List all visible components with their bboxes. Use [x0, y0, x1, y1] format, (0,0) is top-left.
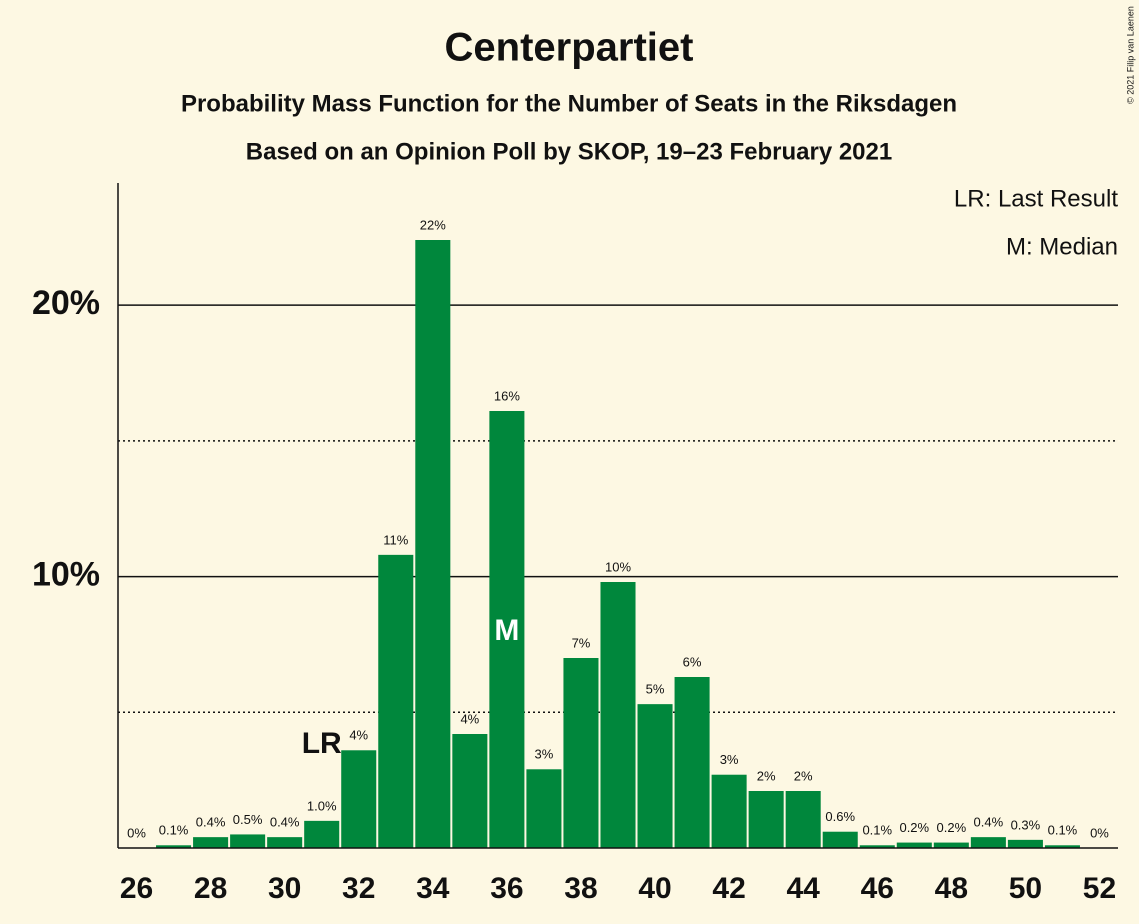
bar: [637, 704, 673, 848]
y-tick-label: 10%: [32, 556, 100, 594]
value-label: 0.4%: [196, 815, 226, 830]
value-label: 2%: [757, 768, 776, 783]
value-label: 3%: [535, 747, 554, 762]
bar: [230, 834, 266, 848]
x-tick-label: 42: [712, 872, 745, 905]
bar: [600, 582, 636, 848]
value-label: 0%: [127, 825, 146, 840]
annotation: LR: [302, 727, 342, 760]
chart-title: Centerpartiet: [445, 26, 694, 70]
value-label: 11%: [383, 532, 408, 547]
bar: [859, 845, 895, 848]
bar: [267, 837, 303, 848]
value-label: 1.0%: [307, 798, 337, 813]
bar: [341, 750, 377, 848]
x-tick-label: 48: [935, 872, 968, 905]
value-label: 4%: [349, 728, 368, 743]
bar: [1007, 839, 1043, 848]
x-tick-label: 32: [342, 872, 375, 905]
bar: [378, 554, 414, 848]
x-tick-label: 50: [1009, 872, 1042, 905]
value-label: 0.1%: [862, 823, 892, 838]
bar: [415, 240, 451, 848]
x-tick-label: 38: [564, 872, 597, 905]
bar: [674, 677, 710, 848]
value-label: 0.1%: [1048, 823, 1078, 838]
bar: [452, 734, 488, 848]
bar: [785, 791, 821, 848]
bar: [711, 774, 747, 848]
annotation: M: [494, 614, 519, 647]
value-label: 0.6%: [825, 809, 855, 824]
value-label: 22%: [420, 217, 446, 232]
value-label: 0%: [1090, 825, 1109, 840]
bar: [896, 842, 932, 848]
chart-subtitle: Probability Mass Function for the Number…: [181, 90, 957, 117]
value-label: 5%: [646, 682, 665, 697]
value-label: 0.4%: [270, 815, 300, 830]
legend-entry: M: Median: [1006, 233, 1118, 260]
x-tick-label: 28: [194, 872, 227, 905]
bar: [1044, 845, 1080, 848]
chart-subtitle: Based on an Opinion Poll by SKOP, 19–23 …: [246, 138, 892, 165]
x-tick-label: 30: [268, 872, 301, 905]
bar: [970, 837, 1006, 848]
value-label: 10%: [605, 559, 631, 574]
bar: [933, 842, 969, 848]
x-tick-label: 52: [1083, 872, 1116, 905]
bar: [489, 411, 525, 848]
value-label: 7%: [572, 635, 591, 650]
x-tick-label: 40: [638, 872, 671, 905]
legend-entry: LR: Last Result: [954, 185, 1118, 212]
bar: [156, 845, 192, 848]
bar: [304, 820, 340, 848]
value-label: 0.5%: [233, 812, 263, 827]
copyright: © 2021 Filip van Laenen: [1125, 6, 1135, 104]
x-tick-label: 44: [786, 872, 820, 905]
value-label: 16%: [494, 388, 520, 403]
value-label: 4%: [460, 711, 479, 726]
x-tick-label: 36: [490, 872, 523, 905]
value-label: 2%: [794, 768, 813, 783]
bar: [748, 791, 784, 848]
bar: [563, 658, 599, 848]
value-label: 0.4%: [974, 815, 1004, 830]
bar: [822, 831, 858, 848]
value-label: 3%: [720, 752, 739, 767]
x-tick-label: 46: [861, 872, 894, 905]
value-label: 0.3%: [1011, 817, 1041, 832]
x-tick-label: 34: [416, 872, 450, 905]
value-label: 0.2%: [937, 820, 967, 835]
bar: [193, 837, 229, 848]
x-tick-label: 26: [120, 872, 153, 905]
value-label: 0.2%: [899, 820, 929, 835]
value-label: 6%: [683, 654, 702, 669]
y-tick-label: 20%: [32, 284, 100, 322]
bar: [526, 769, 562, 848]
value-label: 0.1%: [159, 823, 189, 838]
